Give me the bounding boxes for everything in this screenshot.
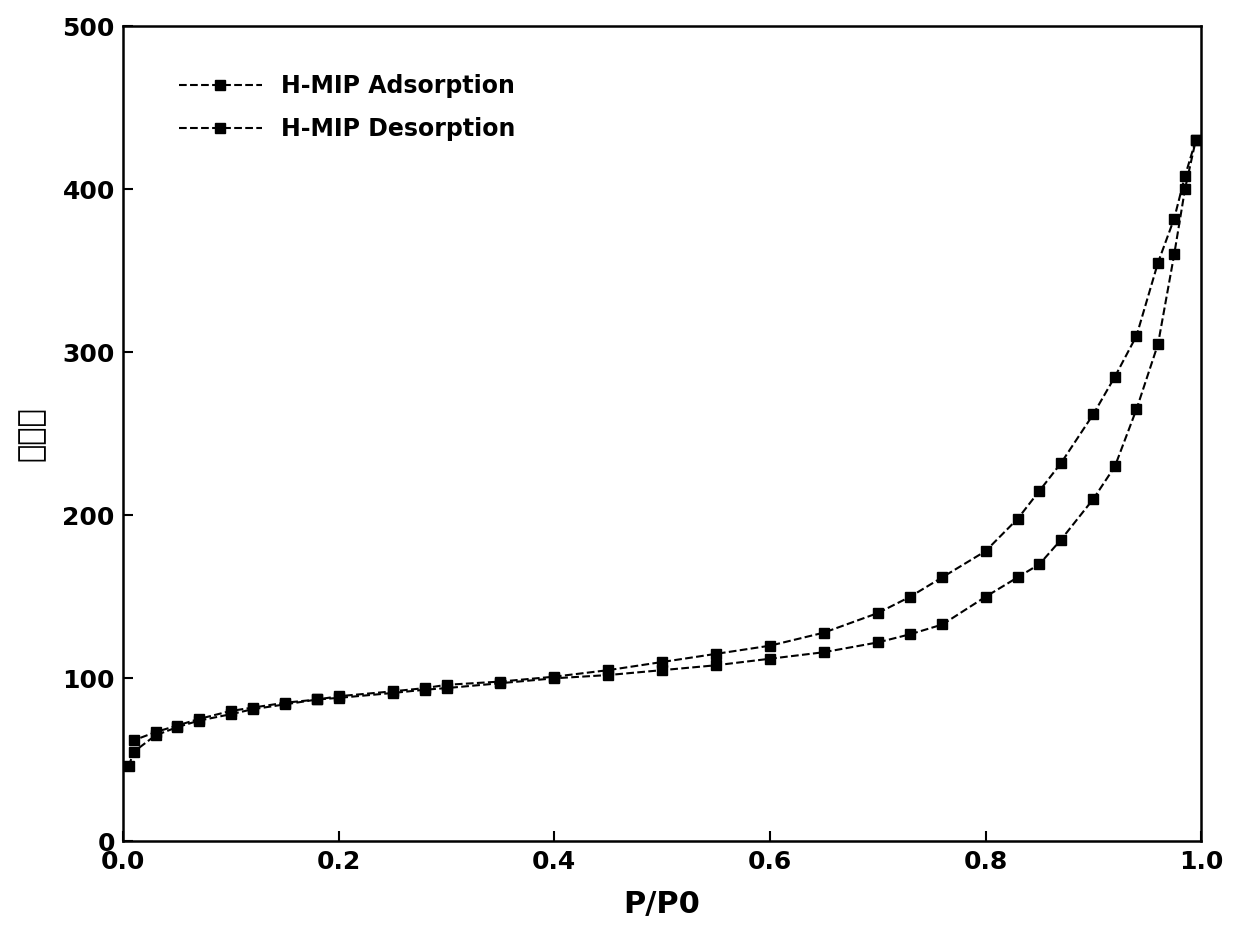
H-MIP Adsorption [170,722,185,733]
Y-axis label: 吸附量: 吸附量 [16,406,46,461]
H-MIP Desorption [418,682,433,694]
H-MIP Adsorption [278,699,293,710]
H-MIP Desorption [278,697,293,709]
H-MIP Adsorption [1032,559,1047,570]
H-MIP Adsorption [1178,183,1193,195]
H-MIP Desorption [870,607,885,619]
H-MIP Desorption [1107,371,1122,382]
H-MIP Adsorption [1130,403,1145,415]
H-MIP Adsorption [223,709,238,720]
H-MIP Adsorption [386,687,401,698]
H-MIP Desorption [903,592,918,603]
H-MIP Adsorption [763,653,777,665]
H-MIP Desorption [601,665,616,676]
H-MIP Desorption [1151,257,1166,269]
H-MIP Desorption [386,686,401,697]
H-MIP Adsorption [1188,135,1203,146]
Line: H-MIP Adsorption: H-MIP Adsorption [124,136,1200,771]
H-MIP Adsorption [1086,493,1101,505]
H-MIP Desorption [310,694,325,705]
H-MIP Desorption [191,713,206,724]
H-MIP Adsorption [1167,249,1182,260]
H-MIP Adsorption [1054,534,1069,546]
H-MIP Adsorption [246,704,260,715]
H-MIP Desorption [978,546,993,557]
X-axis label: P/P0: P/P0 [624,890,701,919]
H-MIP Adsorption [816,647,831,658]
H-MIP Desorption [148,726,162,738]
H-MIP Adsorption [126,746,141,757]
H-MIP Desorption [1188,135,1203,146]
H-MIP Adsorption [191,715,206,726]
H-MIP Desorption [655,656,670,667]
H-MIP Desorption [1130,330,1145,342]
H-MIP Adsorption [1151,339,1166,350]
H-MIP Adsorption [148,730,162,741]
H-MIP Adsorption [1107,461,1122,472]
H-MIP Adsorption [935,619,950,630]
H-MIP Desorption [1032,485,1047,496]
H-MIP Desorption [439,680,454,691]
H-MIP Desorption [223,706,238,717]
H-MIP Desorption [1011,513,1025,524]
H-MIP Desorption [170,720,185,731]
H-MIP Desorption [1178,170,1193,182]
H-MIP Desorption [126,735,141,746]
H-MIP Adsorption [601,669,616,680]
H-MIP Desorption [763,640,777,651]
H-MIP Desorption [1054,458,1069,469]
H-MIP Desorption [708,649,723,660]
H-MIP Desorption [1086,409,1101,420]
H-MIP Desorption [816,627,831,638]
H-MIP Adsorption [494,678,508,689]
H-MIP Desorption [1167,212,1182,224]
H-MIP Adsorption [978,592,993,603]
H-MIP Adsorption [439,682,454,694]
H-MIP Desorption [935,572,950,583]
H-MIP Adsorption [547,673,562,684]
H-MIP Desorption [246,702,260,713]
Legend: H-MIP Adsorption, H-MIP Desorption: H-MIP Adsorption, H-MIP Desorption [167,63,527,153]
H-MIP Desorption [494,676,508,687]
H-MIP Adsorption [870,636,885,648]
H-MIP Adsorption [122,761,136,772]
H-MIP Adsorption [708,660,723,671]
Line: H-MIP Desorption: H-MIP Desorption [129,136,1200,745]
H-MIP Adsorption [903,629,918,640]
H-MIP Adsorption [1011,572,1025,583]
H-MIP Adsorption [331,693,346,704]
H-MIP Desorption [331,691,346,702]
H-MIP Adsorption [655,665,670,676]
H-MIP Desorption [547,671,562,682]
H-MIP Adsorption [418,684,433,695]
H-MIP Adsorption [310,694,325,705]
